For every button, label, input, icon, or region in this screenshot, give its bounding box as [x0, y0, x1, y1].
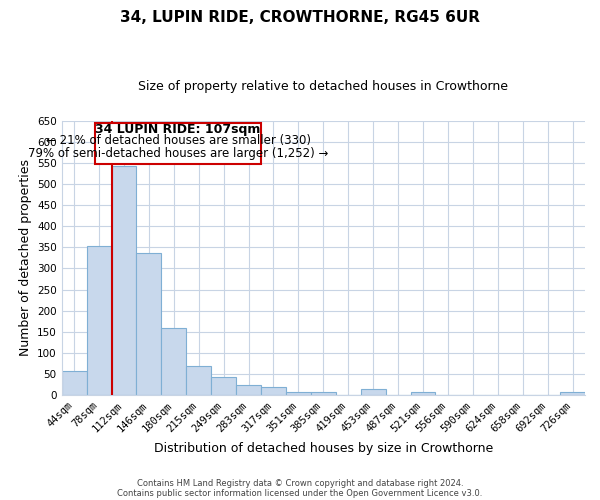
- Bar: [161, 328, 186, 395]
- Bar: [261, 387, 286, 395]
- X-axis label: Distribution of detached houses by size in Crowthorne: Distribution of detached houses by size …: [154, 442, 493, 455]
- FancyBboxPatch shape: [95, 122, 261, 164]
- Text: 34, LUPIN RIDE, CROWTHORNE, RG45 6UR: 34, LUPIN RIDE, CROWTHORNE, RG45 6UR: [120, 10, 480, 25]
- Y-axis label: Number of detached properties: Number of detached properties: [19, 160, 32, 356]
- Bar: [560, 392, 585, 395]
- Text: Contains HM Land Registry data © Crown copyright and database right 2024.: Contains HM Land Registry data © Crown c…: [137, 478, 463, 488]
- Bar: [62, 371, 86, 395]
- Bar: [186, 366, 211, 395]
- Bar: [112, 166, 136, 395]
- Bar: [86, 246, 112, 395]
- Bar: [136, 253, 161, 395]
- Bar: [236, 384, 261, 395]
- Bar: [361, 389, 386, 395]
- Text: ← 21% of detached houses are smaller (330): ← 21% of detached houses are smaller (33…: [46, 134, 311, 147]
- Bar: [211, 378, 236, 395]
- Text: 79% of semi-detached houses are larger (1,252) →: 79% of semi-detached houses are larger (…: [28, 147, 328, 160]
- Text: Contains public sector information licensed under the Open Government Licence v3: Contains public sector information licen…: [118, 488, 482, 498]
- Bar: [311, 392, 336, 395]
- Text: 34 LUPIN RIDE: 107sqm: 34 LUPIN RIDE: 107sqm: [95, 122, 261, 136]
- Bar: [286, 392, 311, 395]
- Title: Size of property relative to detached houses in Crowthorne: Size of property relative to detached ho…: [139, 80, 508, 93]
- Bar: [410, 392, 436, 395]
